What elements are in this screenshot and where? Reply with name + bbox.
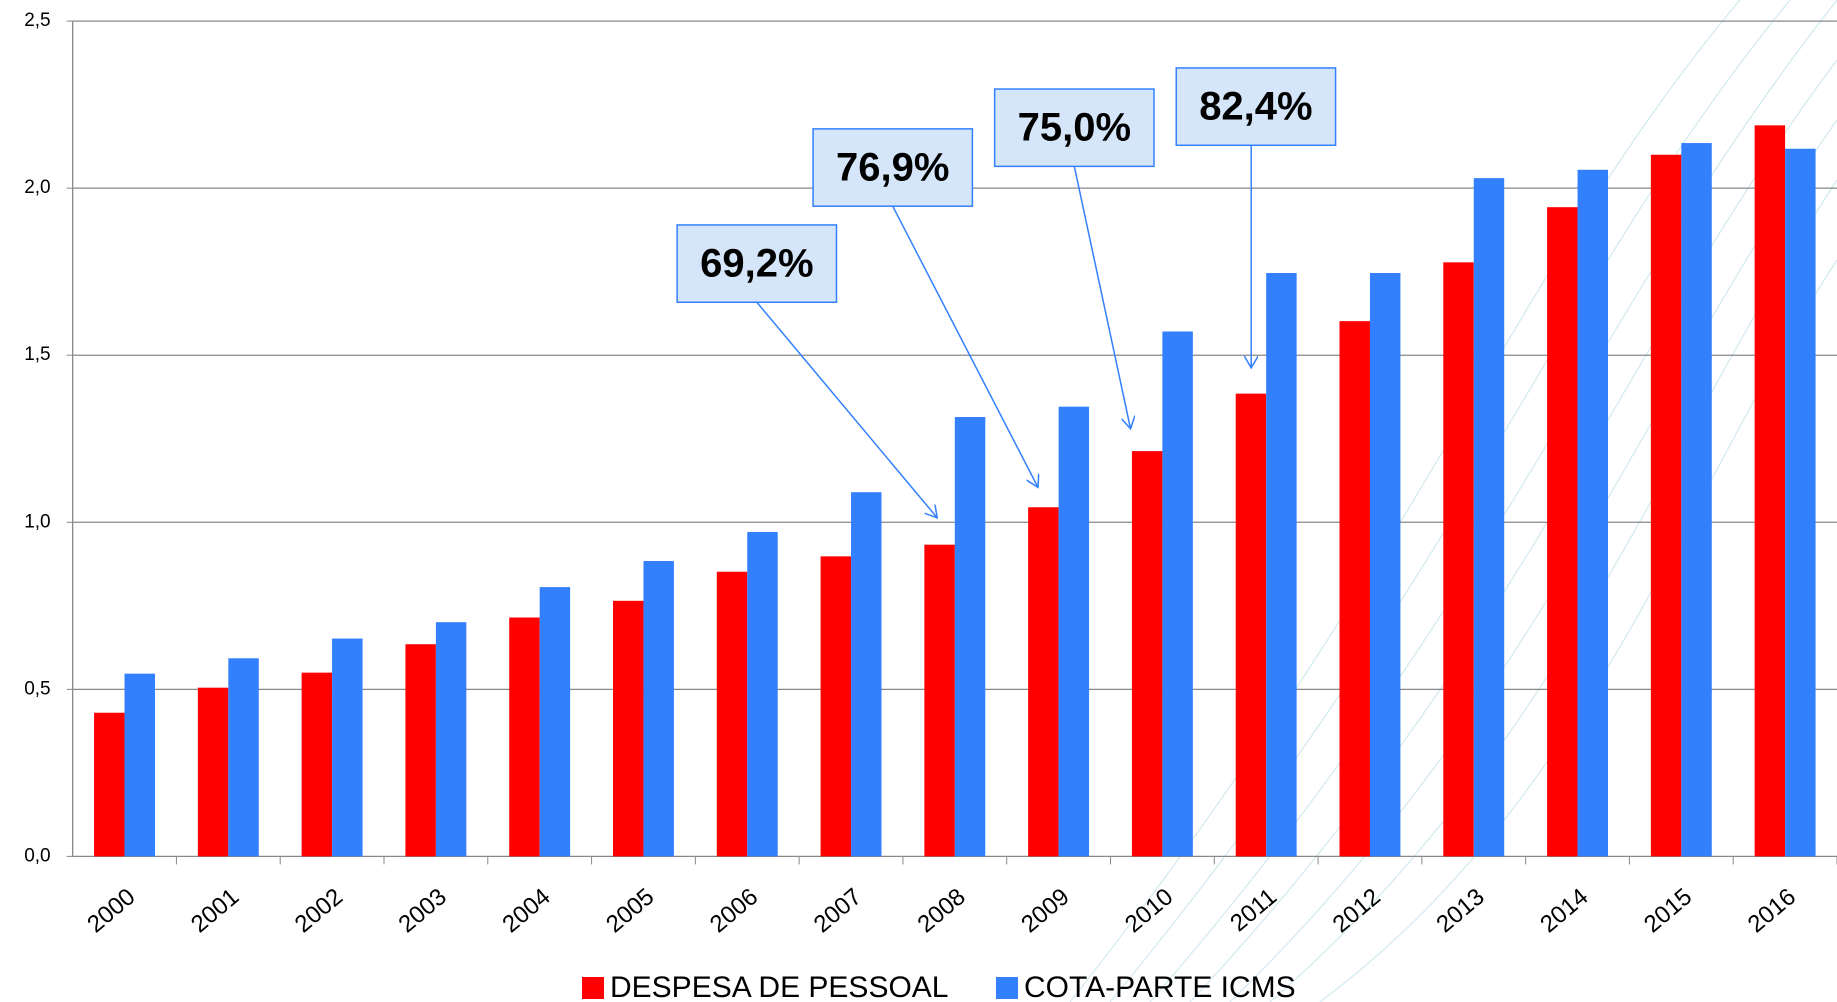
bar — [94, 712, 125, 857]
bar — [612, 600, 644, 857]
x-tick-label: 2001 — [186, 883, 244, 938]
bar — [1443, 262, 1474, 857]
bar — [228, 658, 259, 857]
x-tick-label: 2004 — [497, 883, 555, 938]
bar — [1058, 406, 1090, 857]
bar — [716, 571, 748, 857]
x-tick-label: 2016 — [1743, 883, 1801, 938]
x-tick-label: 2008 — [912, 883, 970, 938]
y-tick-label: 2,0 — [24, 177, 50, 198]
bar — [747, 531, 778, 857]
x-tick-label: 2010 — [1120, 883, 1178, 938]
bar — [643, 561, 674, 857]
bar — [124, 673, 155, 857]
bar — [539, 587, 571, 857]
legend-swatch — [582, 977, 604, 999]
y-tick-label: 1,5 — [24, 344, 50, 365]
callout-label: 82,4% — [1199, 85, 1312, 129]
bar — [1131, 451, 1163, 857]
x-tick-label: 2014 — [1535, 883, 1593, 938]
bar — [1547, 207, 1578, 857]
bar — [1681, 143, 1712, 857]
x-tick-label: 2006 — [705, 883, 763, 938]
bar — [197, 687, 229, 857]
bar — [1785, 148, 1816, 857]
callout: 75,0% — [993, 88, 1155, 429]
y-tick-label: 1,0 — [24, 511, 50, 532]
callout: 76,9% — [812, 128, 1038, 487]
x-tick-label: 2009 — [1016, 883, 1074, 938]
callout-box — [993, 88, 1155, 168]
y-tick-label: 2,5 — [24, 10, 50, 31]
callout: 82,4% — [1175, 67, 1337, 368]
bar — [1577, 169, 1608, 857]
x-tick-label: 2003 — [394, 883, 452, 938]
callout-box — [812, 128, 974, 207]
x-tick-label: 2007 — [809, 883, 867, 938]
callout: 69,2% — [676, 224, 937, 518]
y-tick-label: 0,0 — [24, 845, 50, 866]
bar — [1650, 154, 1682, 857]
callout-label: 76,9% — [836, 145, 949, 189]
callout-arrow — [756, 301, 937, 518]
bar — [301, 672, 333, 857]
bar — [1369, 273, 1401, 857]
legend: DESPESA DE PESSOAL COTA-PARTE ICMS — [582, 971, 1296, 1002]
bar — [509, 617, 540, 857]
x-tick-label: 2002 — [290, 883, 348, 938]
bar — [1339, 321, 1370, 857]
bar — [1473, 178, 1505, 857]
callout-box — [676, 224, 838, 304]
callout-label: 69,2% — [700, 242, 813, 286]
x-tick-label: 2011 — [1225, 883, 1282, 937]
bar — [820, 556, 852, 857]
x-tick-label: 2000 — [82, 883, 140, 938]
x-tick-label: 2015 — [1639, 883, 1697, 938]
bar — [405, 644, 436, 857]
bar — [1266, 273, 1297, 857]
callout-arrow — [892, 205, 1038, 487]
y-tick-label: 0,5 — [24, 678, 50, 699]
callout-arrow — [1073, 166, 1130, 428]
bar — [851, 492, 882, 857]
legend-swatch — [996, 977, 1018, 999]
bar — [1028, 507, 1059, 857]
x-tick-label: 2005 — [601, 883, 659, 938]
legend-label: DESPESA DE PESSOAL — [610, 971, 948, 1002]
callout-label: 75,0% — [1018, 106, 1131, 150]
bar — [1754, 125, 1786, 857]
x-tick-label: 2013 — [1431, 883, 1489, 938]
bar — [1235, 393, 1267, 857]
bar — [332, 638, 363, 857]
bar — [924, 544, 955, 857]
x-tick-label: 2012 — [1328, 883, 1386, 938]
callout-box — [1175, 67, 1337, 147]
bar — [954, 417, 986, 857]
bar — [435, 622, 467, 857]
legend-label: COTA-PARTE ICMS — [1024, 971, 1296, 1002]
bar — [1162, 331, 1193, 857]
